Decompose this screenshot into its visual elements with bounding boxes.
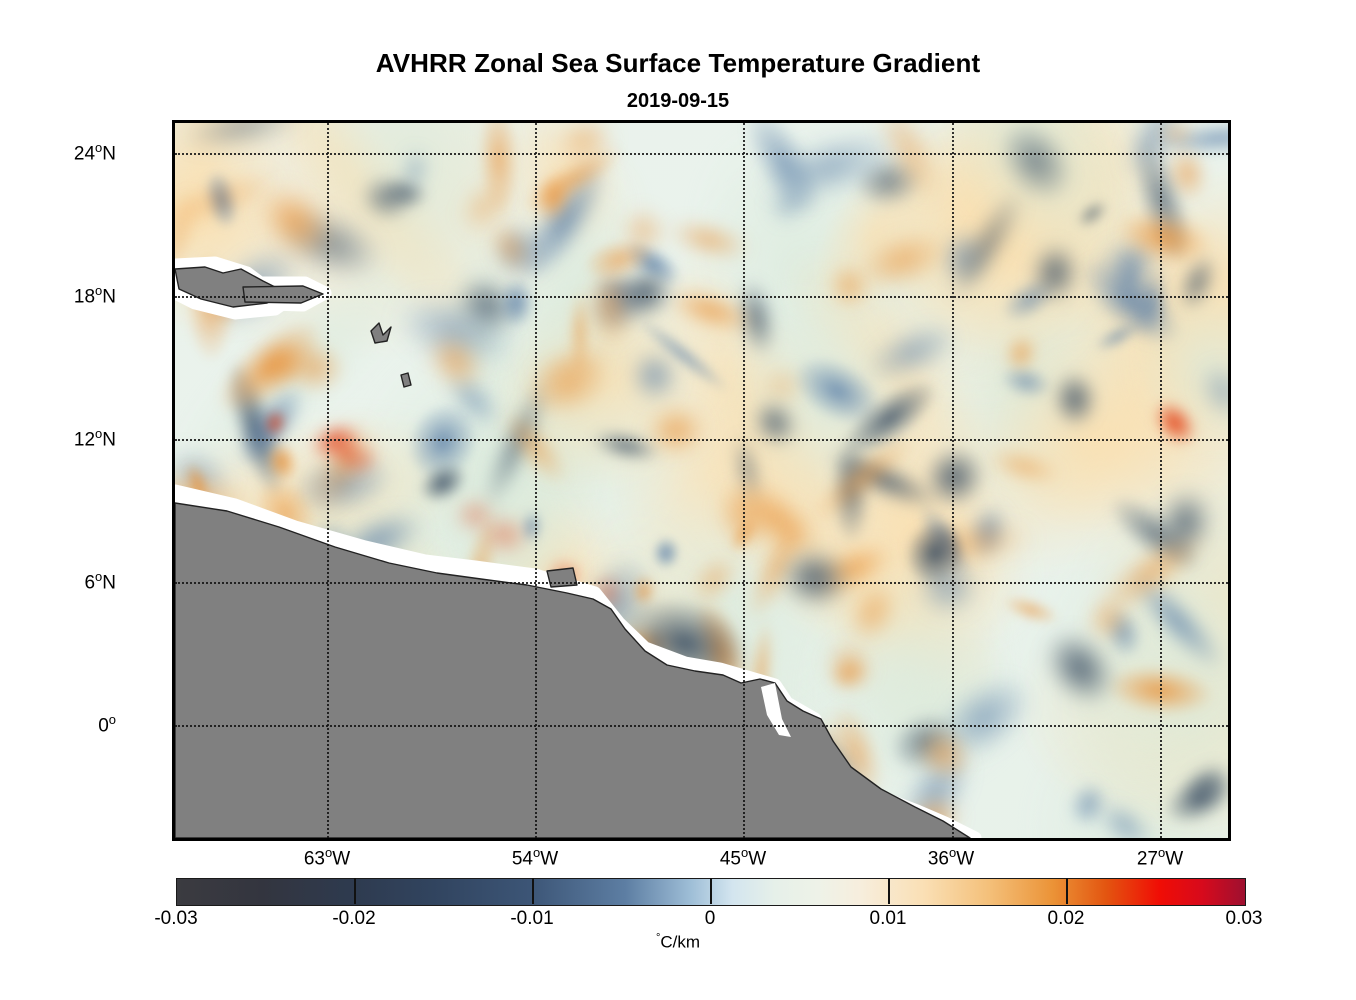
gridline-lat-6	[175, 582, 1228, 584]
colorbar-label--0.02: -0.02	[332, 908, 376, 929]
gridline-lat-12	[175, 439, 1228, 441]
land-antilles-1	[370, 322, 392, 344]
graticule-layer	[175, 123, 1228, 838]
xtick-label-36: 36oW	[927, 845, 975, 870]
xtick-label-63: 63oW	[303, 845, 351, 870]
gridline-lat-18	[175, 296, 1228, 298]
ytick-label-6: 6oN	[84, 569, 116, 594]
colorbar-label--0.03: -0.03	[154, 908, 198, 929]
ytick-label-18: 18oN	[73, 283, 116, 308]
ytick-label-24: 24oN	[73, 140, 116, 165]
colorbar-label--0.01: -0.01	[510, 908, 554, 929]
gridline-lon-27	[1160, 123, 1162, 838]
colorbar-label-0.01: 0.01	[869, 908, 907, 929]
xtick-label-54: 54oW	[511, 845, 559, 870]
gridline-lon-54	[535, 123, 537, 838]
land-antilles-2	[400, 372, 412, 388]
colorbar-tick-0.01	[888, 878, 890, 904]
land-mass-layer	[175, 123, 1228, 838]
figure-title: AVHRR Zonal Sea Surface Temperature Grad…	[375, 48, 981, 78]
gridline-lon-36	[952, 123, 954, 838]
land-puerto-rico	[242, 285, 324, 304]
ytick-label-0: 0o	[98, 712, 116, 737]
colorbar-label-0.02: 0.02	[1047, 908, 1085, 929]
colorbar-tick--0.01	[532, 878, 534, 904]
xtick-label-27: 27oW	[1136, 845, 1184, 870]
colorbar-tick--0.02	[354, 878, 356, 904]
gridline-lat-0	[175, 725, 1228, 727]
gridline-lon-63	[327, 123, 329, 838]
gridline-lat-24	[175, 153, 1228, 155]
xtick-label-45: 45oW	[719, 845, 767, 870]
colorbar-label-0.03: 0.03	[1225, 908, 1263, 929]
colorbar-tick-0.02	[1066, 878, 1068, 904]
map-plot-area	[175, 123, 1228, 838]
land-south-america	[175, 502, 971, 838]
ytick-label-12: 12oN	[73, 426, 116, 451]
gridline-lon-45	[743, 123, 745, 838]
colorbar-tick-0	[710, 878, 712, 904]
colorbar-unit-label: °C/km	[655, 932, 701, 952]
figure-subtitle: 2019-09-15	[626, 90, 730, 112]
colorbar-label-0: 0	[704, 908, 716, 929]
